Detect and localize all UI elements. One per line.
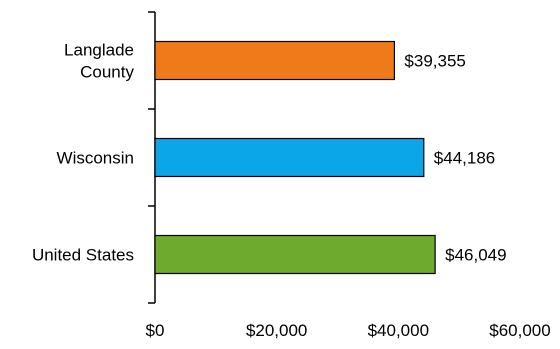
x-tick-label: $0 (146, 321, 165, 340)
bar-value-label: $39,355 (404, 52, 465, 71)
bar (154, 234, 436, 275)
category-label: United States (32, 246, 134, 265)
bar-value-label: $46,049 (445, 246, 506, 265)
category-label: County (80, 63, 134, 82)
bar-value-label: $44,186 (434, 149, 495, 168)
x-tick-label: $20,000 (246, 321, 307, 340)
bar (154, 40, 396, 81)
category-label: Wisconsin (57, 149, 134, 168)
x-tick-label: $40,000 (368, 321, 429, 340)
x-tick-label: $60,000 (489, 321, 550, 340)
bar (154, 137, 425, 178)
category-label: Langlade (64, 41, 134, 60)
